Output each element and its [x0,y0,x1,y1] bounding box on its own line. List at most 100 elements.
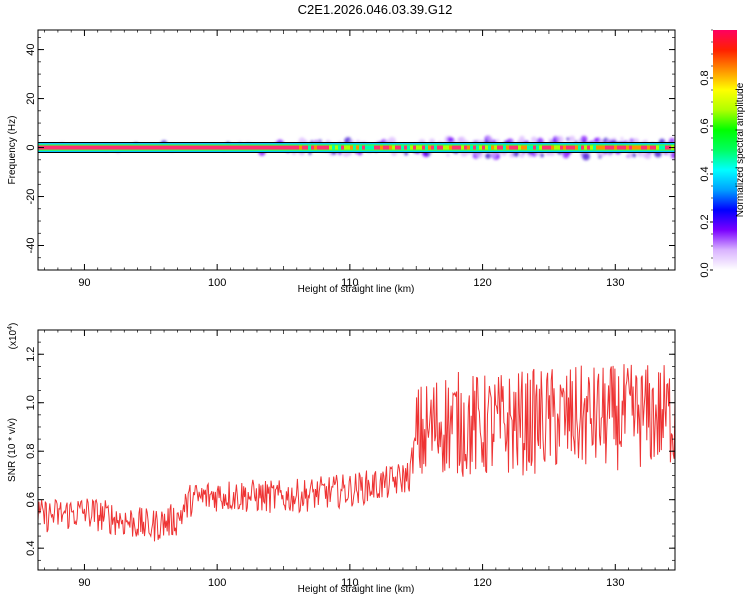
snr-x-tick-label: 130 [606,577,624,589]
spectrogram-ridge-core [440,145,444,150]
spectrogram-ridge-core [434,145,438,150]
spectrogram-ridge-core [605,145,609,150]
spectrogram-ridge-core [407,145,411,150]
spectrogram-ridge-core [260,145,264,150]
spectrogram-ridge-core [302,145,306,150]
spectrogram-ridge-core [152,145,156,150]
spectrogram-ridge-core [164,145,168,150]
spectrogram-ridge-core [179,145,183,150]
spectrogram-ridge-core [380,145,384,150]
spectrogram-ridge-core [473,145,477,150]
spectrogram-ridge-core [584,145,588,150]
spectrogram-ridge-core [248,145,252,150]
spectrogram-ridge-core [158,145,162,150]
spectrogram-ridge-core [530,145,534,150]
spectrogram-ridge-core [551,145,555,150]
spectrogram-ridge-core [299,145,303,150]
spectrogram-y-tick-label: 20 [25,92,37,104]
colorbar: 0.0 0.2 0.4 0.6 0.8 Normalized spectral ampl… [699,29,746,278]
spectrogram-noise-blob [644,152,652,160]
spectrogram-ridge-core [104,145,108,150]
spectrogram-ridge-core [509,145,513,150]
spectrogram-ridge-core [353,145,357,150]
spectrogram-content [38,135,675,161]
spectrogram-ridge-core [293,145,297,150]
spectrogram-ridge-core [134,145,138,150]
spectrogram-noise-blob [446,153,450,157]
spectrogram-noise-blob [566,137,570,141]
spectrogram-ridge-core [278,145,282,150]
snr-y-axis-label: SNR (10 * v/v) [7,418,18,482]
spectrogram-noise-blob [476,152,484,159]
spectrogram-ridge-core [395,145,399,150]
spectrogram-ridge-core [566,145,570,150]
spectrogram-noise-blob [582,152,590,161]
spectrogram-noise-blob [637,152,643,157]
spectrogram-ridge-core [50,145,54,150]
spectrogram-noise-blob [627,153,633,159]
spectrogram-ridge-core [356,145,360,150]
spectrogram-ridge-core [140,145,144,150]
colorbar-tick-label: 0.6 [699,118,711,133]
spectrogram-ridge-core [488,145,492,150]
spectrogram-x-ticks: 90 100 110 120 130 [44,30,669,289]
spectrogram-ridge-core [662,145,666,150]
spectrogram-ridge-core [167,145,171,150]
spectrogram-ridge-core [95,145,99,150]
colorbar-tick-label: 0.8 [699,70,711,85]
snr-x-tick-label: 110 [341,577,359,589]
spectrogram-ridge-core [548,145,552,150]
spectrogram-ridge-core [338,145,342,150]
spectrogram-y-tick-label: -40 [25,238,37,254]
snr-content [38,364,675,542]
spectrogram-ridge-core [275,145,279,150]
spectrogram-ridge-core [515,145,519,150]
spectrogram-ridge-core [617,145,621,150]
spectrogram-ridge-core [455,145,459,150]
spectrogram-ridge-core [161,145,165,150]
spectrogram-ridge-core [239,145,243,150]
spectrogram-ridge-core [233,145,237,150]
spectrogram-ridge-core [632,145,636,150]
snr-frame [37,329,676,571]
spectrogram-ridge-core [317,145,321,150]
spectrogram-ridge-core [431,145,435,150]
spectrogram-ridge-core [185,145,189,150]
figure-title: C2E1.2026.046.03.39.G12 [298,2,453,17]
spectrogram-ridge-core [320,145,324,150]
snr-plot-area [38,330,675,570]
spectrogram-y-axis-label: Frequency (Hz) [7,116,18,185]
snr-y-tick-label: 0.4 [25,541,37,556]
spectrogram-ridge-core [560,145,564,150]
spectrogram-ridge-core [563,145,567,150]
spectrogram-ridge-core [647,145,651,150]
spectrogram-ridge-core [53,145,57,150]
spectrogram-ridge-core [71,145,75,150]
spectrogram-noise-blob [580,135,588,143]
spectrogram-noise-blob [620,137,624,141]
spectrogram-ridge-core [59,145,63,150]
colorbar-label: Normalized spectral amplitude [735,82,746,217]
spectrogram-ridge-core [200,145,204,150]
spectrogram-ridge-core [122,145,126,150]
colorbar-tick-label: 0.0 [699,262,711,277]
spectrogram-noise-blob [496,138,500,143]
spectrogram-ridge-core [101,145,105,150]
spectrogram-ridge-core [593,145,597,150]
spectrogram-ridge-core [500,145,504,150]
spectrogram-ridge-core [224,145,228,150]
snr-x-tick-label: 120 [473,577,491,589]
spectrogram-ridge-core [491,145,495,150]
spectrogram-ridge-core [197,145,201,150]
spectrogram-ridge-core [611,145,615,150]
spectrogram-ridge-core [86,145,90,150]
spectrogram-ridge-core [626,145,630,150]
spectrogram-ridge-core [251,145,255,150]
spectrogram-ridge-core [194,145,198,150]
spectrogram-ridge-core [374,145,378,150]
spectrogram-ridge-core [191,145,195,150]
spectrogram-ridge-core [506,145,510,150]
spectrogram-x-tick-label: 100 [208,277,226,289]
spectrogram-ridge-core [368,145,372,150]
spectrogram-ridge-core [326,145,330,150]
